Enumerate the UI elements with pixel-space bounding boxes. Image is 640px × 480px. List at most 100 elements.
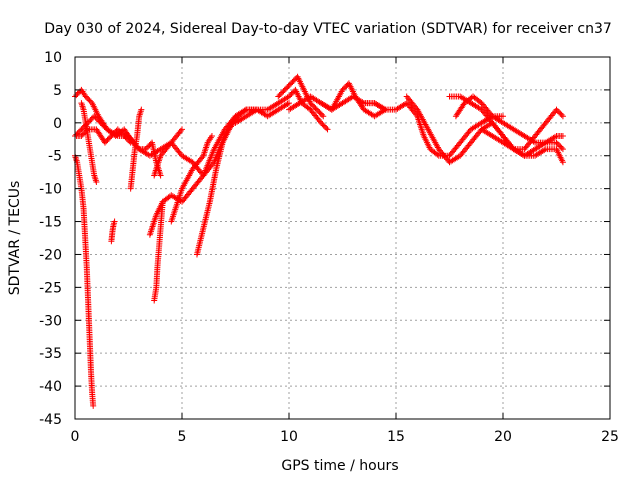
y-tick-label: -35 <box>39 346 62 362</box>
y-tick-label: -5 <box>48 149 62 165</box>
series-track-4 <box>72 152 97 409</box>
data-point <box>434 151 441 158</box>
x-axis-label: GPS time / hours <box>281 458 398 474</box>
data-point <box>109 131 116 138</box>
data-point <box>311 104 318 111</box>
y-tick-label: -30 <box>39 313 62 329</box>
data-point <box>554 140 561 147</box>
y-tick-label: -40 <box>39 379 62 395</box>
data-point <box>340 85 347 92</box>
data-point <box>319 121 326 128</box>
data-point <box>199 154 206 161</box>
y-tick-label: -15 <box>39 215 62 231</box>
data-point <box>82 129 89 136</box>
data-point <box>323 125 330 132</box>
data-point <box>313 106 320 113</box>
y-tick-label: 10 <box>44 50 62 66</box>
data-point <box>553 106 560 113</box>
data-point <box>87 117 94 124</box>
y-tick-label: 5 <box>53 83 62 99</box>
data-point <box>556 142 563 149</box>
data-point <box>309 102 316 109</box>
data-point <box>177 127 184 134</box>
data-point <box>288 90 295 97</box>
data-point <box>111 218 118 225</box>
data-point <box>280 88 287 95</box>
data-point <box>77 127 84 134</box>
data-points <box>72 73 566 409</box>
data-point <box>179 126 185 133</box>
series-track-18 <box>403 93 566 166</box>
data-point <box>118 130 125 137</box>
data-point <box>557 110 564 117</box>
data-point <box>208 132 215 139</box>
data-point <box>86 118 93 125</box>
series-track-20 <box>452 93 566 153</box>
data-point <box>315 107 322 114</box>
data-point <box>122 134 129 141</box>
data-point <box>286 93 292 100</box>
y-tick-label: -20 <box>39 247 62 263</box>
series-track-21 <box>478 119 566 166</box>
axis-ticks: 0 5 10 15 20 25 10 5 0 -5 -10 -15 -20 -25 -30 -35 -40 -45 <box>39 50 619 445</box>
data-point <box>305 105 312 112</box>
data-point <box>93 179 100 186</box>
data-point <box>288 80 295 87</box>
data-point <box>558 111 565 118</box>
data-point <box>413 105 420 112</box>
data-point <box>82 93 89 100</box>
data-point <box>500 113 506 120</box>
data-point <box>554 107 561 114</box>
data-point <box>556 109 563 116</box>
data-point <box>316 109 323 116</box>
data-point <box>289 79 296 86</box>
data-point <box>289 89 296 96</box>
series-track-6 <box>108 218 118 245</box>
data-point <box>146 142 153 149</box>
data-point <box>317 110 324 117</box>
x-tick-label: 15 <box>387 429 405 445</box>
data-point <box>287 92 294 99</box>
data-point <box>107 134 114 141</box>
data-point <box>559 132 566 139</box>
x-tick-label: 5 <box>178 429 187 445</box>
data-point <box>127 139 134 146</box>
plot-frame <box>74 56 611 420</box>
y-tick-label: -10 <box>39 182 62 198</box>
data-point <box>103 138 110 145</box>
data-point <box>123 135 130 142</box>
data-point <box>321 123 328 130</box>
series-track-5 <box>72 126 134 146</box>
data-point <box>281 86 288 93</box>
data-point <box>116 127 123 134</box>
chart-title: Day 030 of 2024, Sidereal Day-to-day VTE… <box>44 21 612 37</box>
data-point <box>279 89 286 96</box>
grid <box>75 57 610 419</box>
data-point <box>284 84 291 91</box>
data-point <box>90 402 97 409</box>
data-point <box>307 100 314 107</box>
x-tick-label: 0 <box>71 429 80 445</box>
y-tick-label: 0 <box>53 116 62 132</box>
data-point <box>277 90 284 97</box>
data-point <box>320 122 327 129</box>
data-point <box>85 96 92 103</box>
data-point <box>121 132 128 139</box>
data-point <box>559 113 566 120</box>
data-point <box>557 143 564 150</box>
data-point <box>119 131 126 138</box>
data-point <box>73 92 80 99</box>
data-point <box>104 136 111 143</box>
series-track-16 <box>318 80 389 120</box>
data-point <box>126 138 133 145</box>
data-point <box>117 129 124 136</box>
data-point <box>75 129 82 136</box>
data-point <box>320 113 327 120</box>
data-point <box>558 144 565 151</box>
data-point <box>101 139 108 146</box>
data-point <box>342 84 349 91</box>
data-point <box>157 172 164 179</box>
data-point <box>114 126 121 133</box>
